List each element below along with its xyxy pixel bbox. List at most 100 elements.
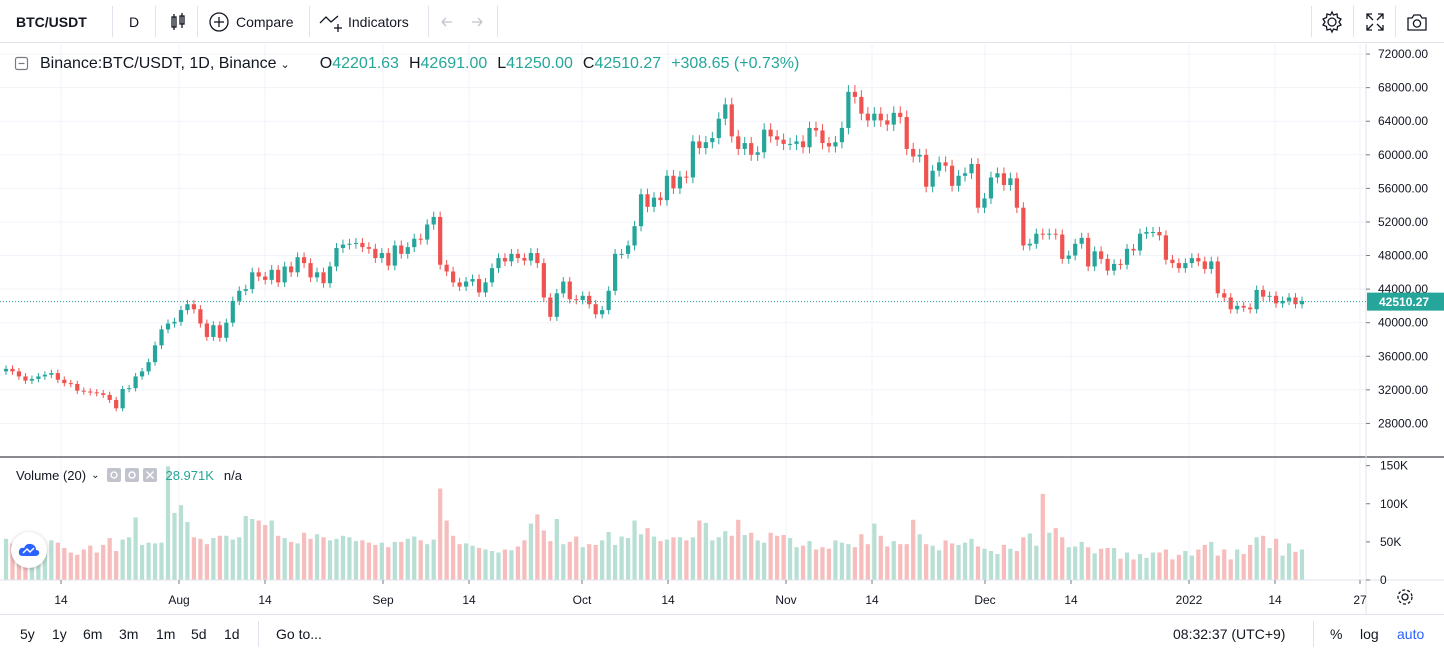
candle: [736, 130, 741, 156]
chevron-down-icon[interactable]: ⌄: [280, 58, 290, 71]
chevron-down-icon[interactable]: ⌄: [91, 469, 100, 481]
range-6m[interactable]: 6m: [83, 626, 103, 642]
volume-bar: [658, 541, 663, 580]
volume-bar: [392, 541, 397, 580]
low-number: 41250.00: [506, 55, 573, 72]
volume-bar: [1124, 552, 1130, 580]
clock[interactable]: 08:32:37 (UTC+9): [1173, 615, 1285, 653]
high-key: H: [408, 55, 421, 72]
volume-bar: [438, 488, 443, 580]
candle-body: [541, 263, 546, 298]
candle-body: [528, 253, 533, 261]
candle-body: [256, 272, 261, 277]
candle-body: [548, 297, 553, 317]
candle: [159, 325, 164, 350]
candle-body: [1099, 251, 1104, 259]
volume-bar: [1254, 537, 1259, 580]
indicators-button[interactable]: Indicators: [318, 0, 409, 43]
eye-icon[interactable]: [107, 468, 122, 482]
gear-icon[interactable]: [125, 468, 140, 482]
volume-bar: [716, 537, 721, 580]
chart-style-button[interactable]: [169, 0, 187, 43]
volume-bar: [224, 535, 229, 580]
range-1y[interactable]: 1y: [52, 626, 67, 642]
volume-bar: [1079, 541, 1084, 580]
candle-body: [600, 310, 605, 315]
volume-bar: [314, 534, 320, 580]
candle: [528, 248, 533, 266]
volume-bar: [924, 544, 929, 580]
undo-button[interactable]: [438, 0, 456, 43]
redo-button[interactable]: [468, 0, 486, 43]
price-chart[interactable]: 72000.00 68000.00 64000.00 60000.00 56000.00…: [0, 0, 1444, 614]
range-1d[interactable]: 1d: [224, 626, 240, 642]
log-label: log: [1360, 626, 1379, 642]
candle: [949, 159, 955, 192]
volume-bar: [535, 514, 540, 580]
volume-bar: [1189, 555, 1194, 580]
auto-toggle[interactable]: auto: [1397, 615, 1424, 653]
tradingview-logo[interactable]: [11, 532, 47, 568]
candle-body: [865, 113, 870, 121]
percent-label: %: [1330, 626, 1343, 642]
candle-body: [1060, 234, 1065, 259]
candle: [755, 146, 760, 161]
volume-bar: [1105, 547, 1110, 580]
candle-body: [1241, 305, 1246, 308]
volume-bar: [1209, 541, 1214, 580]
volume-bar: [962, 542, 968, 580]
candle-body: [1079, 237, 1084, 244]
volume-bar: [554, 519, 559, 580]
collapse-icon[interactable]: [14, 56, 30, 72]
candle-body: [1047, 233, 1052, 235]
volume-title[interactable]: Volume (20): [16, 467, 87, 483]
candle: [327, 261, 333, 288]
volume-bar: [386, 547, 391, 580]
candle-body: [1267, 295, 1272, 297]
ohlc-values: O42201.63 H42691.00 L41250.00 C42510.27 …: [320, 55, 800, 73]
candle: [127, 384, 132, 393]
fullscreen-button[interactable]: [1364, 0, 1386, 43]
volume-bar: [1040, 493, 1045, 580]
settings-button[interactable]: [1320, 0, 1344, 43]
candle-body: [295, 257, 300, 273]
legend-symbol[interactable]: Binance:BTC/USDT, 1D, Binance: [40, 55, 277, 72]
candle-body: [418, 238, 423, 240]
candle: [937, 156, 942, 177]
candle: [800, 135, 806, 154]
percent-toggle[interactable]: %: [1330, 615, 1342, 653]
candle-body: [638, 194, 644, 227]
log-toggle[interactable]: log: [1360, 615, 1379, 653]
snapshot-button[interactable]: [1405, 0, 1429, 43]
candle-body: [988, 177, 994, 199]
range-1m[interactable]: 1m: [156, 626, 176, 642]
interval-button[interactable]: D: [129, 0, 139, 43]
candle: [211, 321, 216, 341]
axis-settings-icon[interactable]: [1397, 589, 1413, 605]
volume-bar: [159, 542, 164, 580]
volume-bar: [75, 554, 80, 580]
range-5y[interactable]: 5y: [20, 626, 35, 642]
candle-body: [237, 290, 242, 301]
candle-body: [911, 148, 916, 157]
top-toolbar: BTC/USDT D Compare Indicators: [0, 0, 1444, 43]
candle: [885, 113, 890, 131]
candle-body: [3, 368, 9, 372]
volume-bar: [425, 544, 430, 580]
goto-button[interactable]: Go to...: [276, 615, 322, 653]
candle: [152, 341, 158, 366]
volume-value: 28.971K: [165, 467, 214, 483]
candle: [496, 253, 501, 273]
candle: [1047, 228, 1052, 240]
candle-body: [159, 329, 164, 346]
candle: [399, 240, 404, 259]
candle: [1086, 232, 1091, 272]
range-3m[interactable]: 3m: [119, 626, 139, 642]
candle: [975, 158, 981, 214]
volume-bar: [178, 505, 184, 580]
candle-body: [1027, 243, 1032, 246]
symbol-search[interactable]: BTC/USDT: [16, 0, 87, 43]
compare-button[interactable]: Compare: [208, 0, 294, 43]
range-5d[interactable]: 5d: [191, 626, 207, 642]
candle-body: [917, 154, 922, 157]
